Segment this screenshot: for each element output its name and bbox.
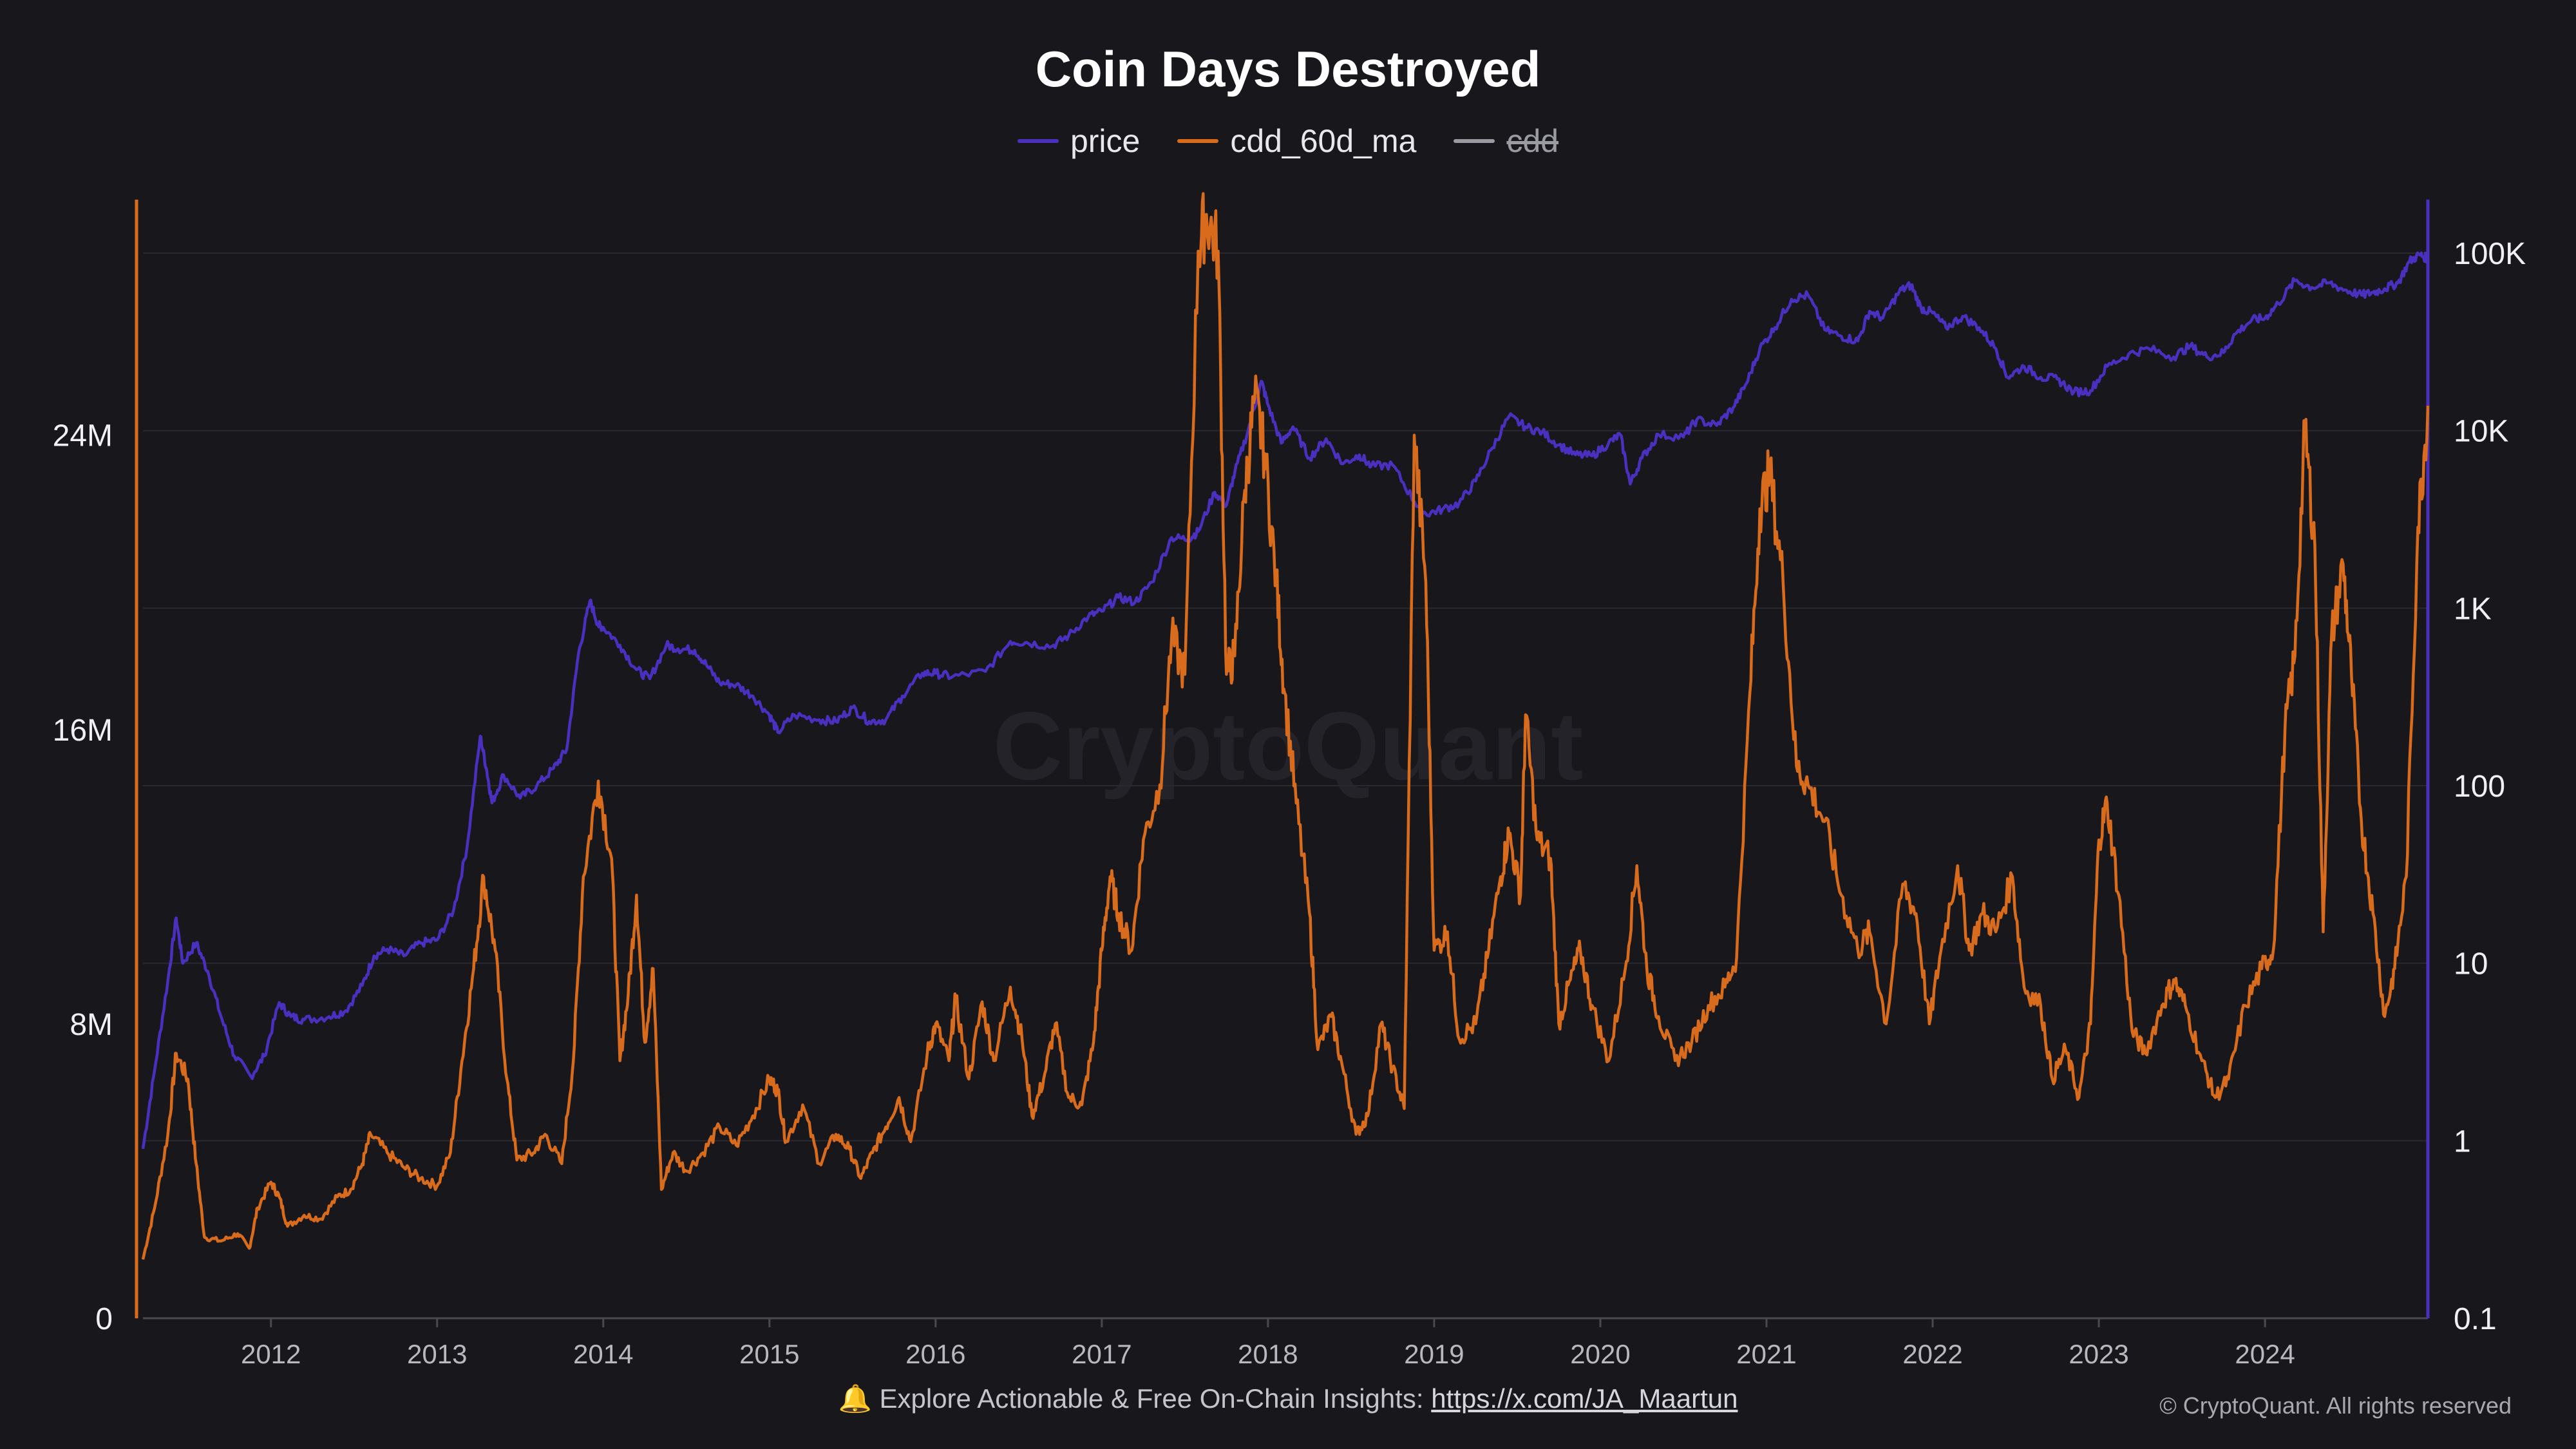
grid-lines [143,252,2428,1142]
legend-label-cdd-60d-ma: cdd_60d_ma [1230,123,1417,159]
footer-promo: 🔔 Explore Actionable & Free On-Chain Ins… [0,1383,2576,1415]
x-axis-tick-label: 2017 [1072,1339,1132,1369]
legend-item-price[interactable]: price [1017,122,1141,160]
left-axis-tick-label: 24M [53,419,113,453]
legend-label-price: price [1070,123,1141,159]
right-axis-tick-label: 10K [2454,415,2508,449]
right-axis-tick-label: 1 [2454,1124,2471,1159]
legend-swatch-cdd-60d-ma [1177,139,1219,143]
footer-link[interactable]: https://x.com/JA_Maartun [1431,1383,1738,1414]
series-layer [141,192,2430,1260]
left-axis-tick-label: 8M [70,1008,113,1042]
x-axis-tick-label: 2020 [1570,1339,1630,1369]
legend-label-cdd: cdd [1506,123,1559,159]
bell-icon: 🔔 [838,1383,872,1414]
x-axis-tick-label: 2014 [573,1339,633,1369]
x-axis-tick-label: 2012 [241,1339,301,1369]
right-axis-tick-label: 10 [2454,947,2488,981]
right-axis-tick-label: 100 [2454,770,2505,804]
legend-swatch-cdd [1454,139,1495,143]
x-axis-tick-label: 2022 [1902,1339,1962,1369]
right-axis-tick-label: 100K [2454,237,2526,271]
axes: 0.1 1 10 100 1K 10K 100K 0 8M 16M 24M 2012 2013 2014 2… [53,200,2526,1369]
chart-title: Coin Days Destroyed [1035,41,1541,97]
x-axis-tick-label: 2015 [739,1339,799,1369]
legend-item-cdd[interactable]: cdd [1454,122,1558,160]
footer-text: Explore Actionable & Free On-Chain Insig… [879,1383,1432,1414]
x-axis-tick-label: 2021 [1736,1339,1796,1369]
legend: price cdd_60d_ma cdd [0,122,2576,160]
right-axis-tick-label: 0.1 [2454,1302,2497,1336]
legend-swatch-price [1017,139,1059,143]
legend-item-cdd-60d-ma[interactable]: cdd_60d_ma [1177,122,1416,160]
x-axis-tick-label: 2018 [1238,1339,1298,1369]
right-axis-tick-label: 1K [2454,592,2492,626]
x-axis-tick-label: 2023 [2069,1339,2128,1369]
x-axis-tick-label: 2013 [407,1339,467,1369]
x-axis-tick-label: 2016 [905,1339,965,1369]
x-axis-tick-label: 2024 [2235,1339,2295,1369]
left-axis-tick-label: 0 [95,1302,113,1336]
series-line-cdd-60d-ma [141,192,2430,1260]
copyright: © CryptoQuant. All rights reserved [2159,1392,2512,1419]
left-axis-tick-label: 16M [53,714,113,748]
x-axis-tick-label: 2019 [1404,1339,1464,1369]
series-line-price [141,251,2430,1150]
